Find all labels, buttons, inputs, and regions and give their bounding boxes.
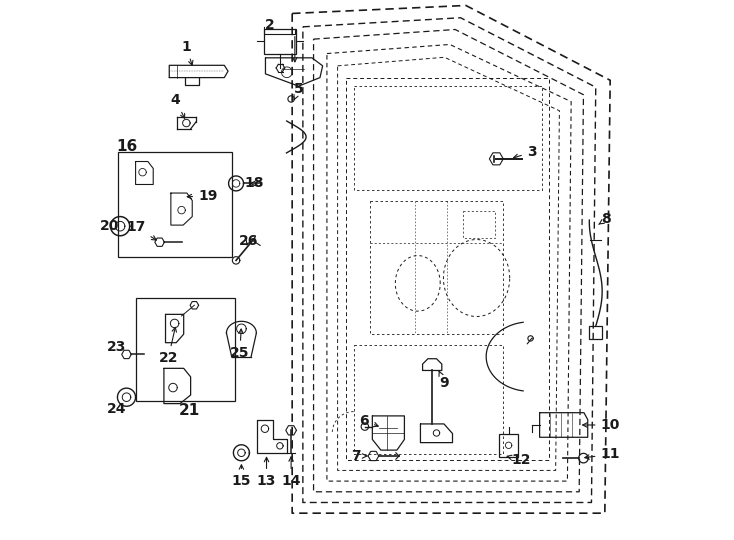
- Text: 13: 13: [257, 457, 276, 488]
- Text: 3: 3: [514, 145, 537, 159]
- Text: 25: 25: [230, 329, 250, 360]
- Text: 19: 19: [187, 189, 217, 203]
- Text: 9: 9: [439, 371, 449, 390]
- Text: 2: 2: [265, 18, 275, 32]
- Text: 8: 8: [599, 212, 611, 226]
- Bar: [118, 152, 232, 256]
- Text: 23: 23: [107, 341, 126, 354]
- Text: 20: 20: [100, 219, 119, 233]
- Text: 22: 22: [159, 327, 178, 365]
- Bar: [499, 434, 518, 457]
- Text: 15: 15: [232, 465, 251, 488]
- Text: 7: 7: [352, 449, 367, 463]
- Text: 24: 24: [107, 402, 127, 416]
- Text: 5: 5: [294, 83, 303, 99]
- Text: 12: 12: [507, 453, 531, 467]
- Text: 21: 21: [179, 402, 200, 417]
- Text: 6: 6: [360, 414, 378, 428]
- Text: 11: 11: [585, 447, 620, 461]
- Text: 4: 4: [171, 93, 185, 118]
- Bar: [589, 326, 602, 340]
- Text: 17: 17: [126, 220, 156, 240]
- Bar: [264, 30, 297, 53]
- Text: 14: 14: [281, 457, 301, 488]
- Text: 1: 1: [181, 39, 193, 65]
- Text: 18: 18: [244, 177, 264, 191]
- Bar: [136, 298, 235, 401]
- Text: 26: 26: [239, 234, 258, 248]
- Text: 16: 16: [116, 138, 137, 153]
- Text: 10: 10: [583, 418, 619, 432]
